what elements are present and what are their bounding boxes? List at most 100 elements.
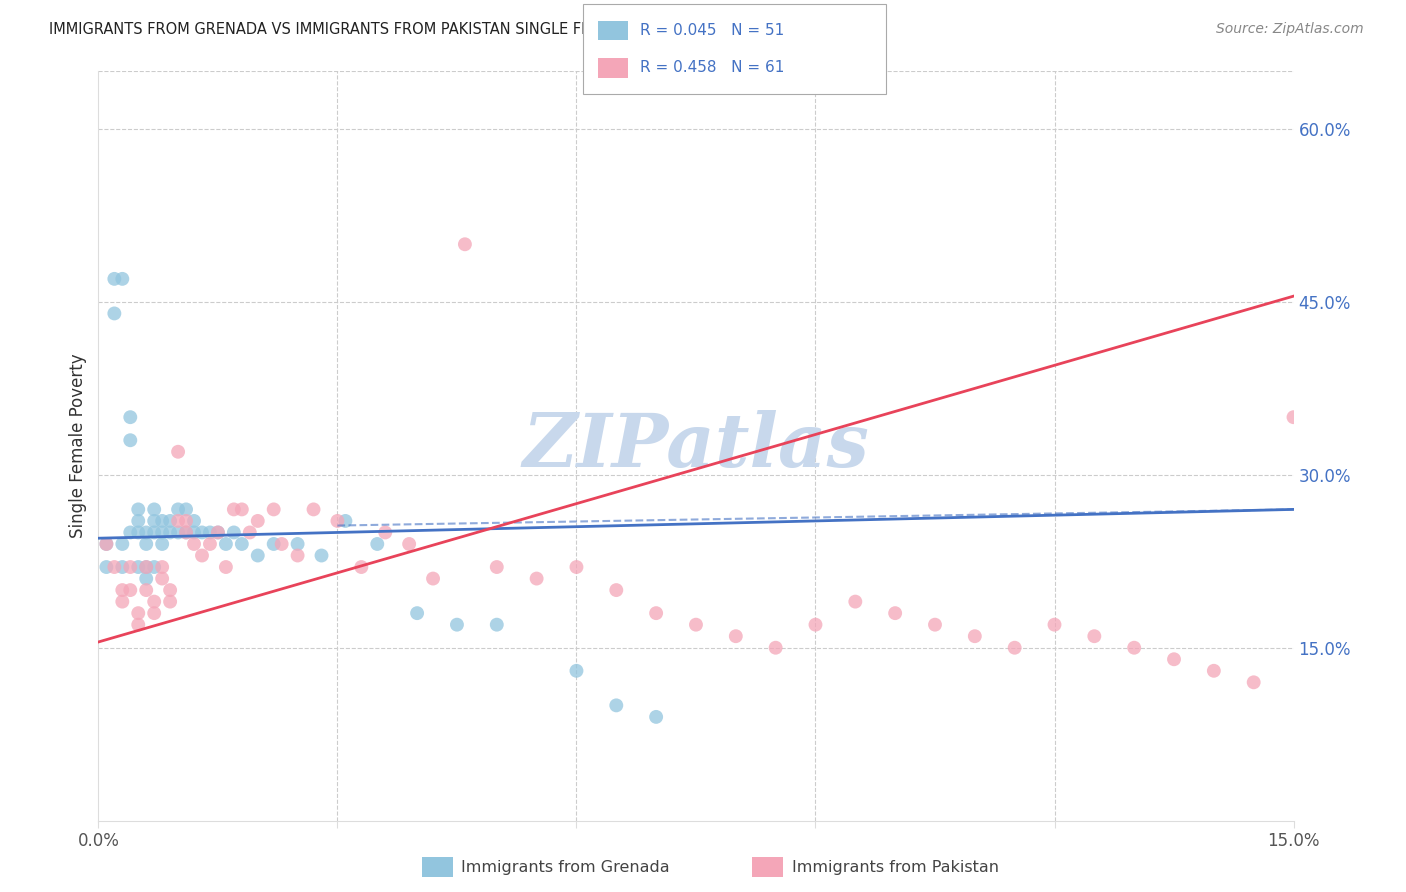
Point [207,525,229,540]
Point [302,502,325,516]
Point [685,617,707,632]
Point [150,525,173,540]
Point [183,525,205,540]
Point [605,698,627,713]
Point [183,537,205,551]
Point [127,525,149,540]
Point [565,560,588,574]
Point [150,537,173,551]
Point [135,572,157,586]
Point [120,583,142,598]
Point [120,434,142,448]
Point [198,525,221,540]
Point [222,502,245,516]
Point [526,572,548,586]
Point [143,560,166,574]
Point [159,583,181,598]
Point [645,710,668,724]
Point [366,537,388,551]
Point [135,537,157,551]
Point [135,560,157,574]
Point [263,537,285,551]
Point [96,560,118,574]
Point [127,617,149,632]
Point [485,617,508,632]
Point [231,537,253,551]
Point [326,514,349,528]
Point [103,560,125,574]
Text: Source: ZipAtlas.com: Source: ZipAtlas.com [1216,22,1364,37]
Point [135,583,157,598]
Text: Immigrants from Pakistan: Immigrants from Pakistan [792,860,998,874]
Point [215,560,238,574]
Point [143,594,166,608]
Point [120,560,142,574]
Point [150,560,173,574]
Point [454,237,477,252]
Point [191,525,214,540]
Point [1282,410,1305,425]
Point [127,502,149,516]
Point [143,514,166,528]
Point [1083,629,1105,643]
Point [103,306,125,320]
Point [335,514,357,528]
Point [159,594,181,608]
Point [804,617,827,632]
Text: ZIPatlas: ZIPatlas [523,409,869,483]
Point [374,525,396,540]
Point [246,549,269,563]
Point [844,594,866,608]
Point [127,514,149,528]
Point [924,617,946,632]
Point [963,629,986,643]
Point [174,502,197,516]
Point [287,549,309,563]
Point [120,525,142,540]
Text: R = 0.458   N = 61: R = 0.458 N = 61 [640,61,785,75]
Point [135,560,157,574]
Point [111,272,134,286]
Point [231,502,253,516]
Point [111,560,134,574]
Point [287,537,309,551]
Point [191,549,214,563]
Point [239,525,262,540]
Point [120,410,142,425]
Point [605,583,627,598]
Point [174,525,197,540]
Point [1322,467,1344,482]
Point [198,537,221,551]
Point [350,560,373,574]
Text: R = 0.045   N = 51: R = 0.045 N = 51 [640,23,785,37]
Point [1202,664,1225,678]
Point [174,525,197,540]
Point [96,537,118,551]
Point [1004,640,1026,655]
Point [143,525,166,540]
Point [135,525,157,540]
Point [207,525,229,540]
Point [485,560,508,574]
Point [111,537,134,551]
Point [422,572,444,586]
Point [167,444,190,458]
Point [159,525,181,540]
Point [215,537,238,551]
Point [103,272,125,286]
Point [167,502,190,516]
Point [167,514,190,528]
Point [398,537,420,551]
Text: Immigrants from Grenada: Immigrants from Grenada [461,860,669,874]
Point [1243,675,1265,690]
Point [222,525,245,540]
Point [645,606,668,620]
Point [111,594,134,608]
Point [270,537,292,551]
Point [167,525,190,540]
Point [127,560,149,574]
Point [263,502,285,516]
Point [765,640,787,655]
Point [150,514,173,528]
Point [150,572,173,586]
